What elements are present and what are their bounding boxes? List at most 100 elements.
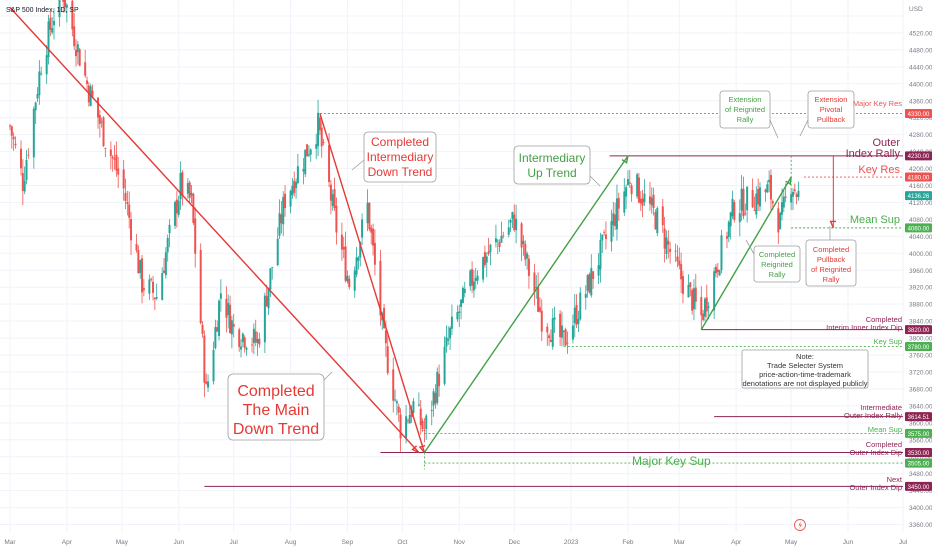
candle-body xyxy=(317,112,320,147)
candle-body xyxy=(535,286,538,288)
y-tick-label: 3880.00 xyxy=(909,302,932,309)
price-level-tag-text: 4136.26 xyxy=(908,194,930,200)
candle-body xyxy=(361,219,364,238)
candle-body xyxy=(252,328,255,344)
candle-body xyxy=(615,198,618,230)
candle-body xyxy=(406,420,409,422)
candle-body xyxy=(537,286,540,312)
candle-body xyxy=(399,414,402,439)
candle-body xyxy=(423,430,426,432)
candle-body xyxy=(458,311,461,313)
y-tick-label: 3520.00 xyxy=(909,454,932,461)
candle-body xyxy=(254,331,257,343)
x-tick-label: Dec xyxy=(508,539,520,546)
candle-body xyxy=(592,271,595,279)
candle-body xyxy=(540,310,543,332)
price-level-tag xyxy=(905,151,932,161)
candle-body xyxy=(47,21,50,58)
candle-body xyxy=(335,205,338,233)
candle-body xyxy=(353,270,356,291)
candle-body xyxy=(487,251,490,254)
price-level-tag-text: 3780.00 xyxy=(908,345,930,351)
callout-extension-reignited-rally: Extension of Reignited Rally xyxy=(719,90,779,139)
trend-line xyxy=(423,155,629,453)
candle-body xyxy=(152,281,155,293)
svg-text:Pullback: Pullback xyxy=(817,255,846,264)
candle-body xyxy=(412,401,415,414)
candle-body xyxy=(445,337,448,347)
candle-body xyxy=(20,148,23,169)
candle-body xyxy=(571,325,574,340)
arrow-head xyxy=(418,444,426,453)
svg-text:Rally: Rally xyxy=(737,115,754,124)
price-level-tag xyxy=(905,458,932,468)
candle-body xyxy=(186,183,189,194)
candle-body xyxy=(502,235,505,237)
candle-body xyxy=(122,169,125,189)
candle-body xyxy=(524,243,527,260)
x-tick-label: Jun xyxy=(843,539,854,546)
candle-body xyxy=(291,185,294,196)
lightning-icon[interactable] xyxy=(794,519,806,531)
label-mean-sup-upper: Mean Sup xyxy=(850,214,900,226)
price-level-tag-text: 3450.00 xyxy=(908,485,930,491)
label-intermediate-1: Intermediate xyxy=(860,403,902,412)
y-tick-label: 3680.00 xyxy=(909,386,932,393)
label-intermediate-2: Outer Index Rally xyxy=(844,411,902,420)
svg-text:Extension: Extension xyxy=(815,95,848,104)
candle-body xyxy=(148,279,151,294)
candle-body xyxy=(742,188,745,217)
candle-body xyxy=(753,210,756,211)
candle-body xyxy=(306,144,309,157)
candle-body xyxy=(203,335,206,383)
y-tick-label: 4480.00 xyxy=(909,47,932,54)
svg-text:Completed: Completed xyxy=(237,383,314,400)
candle-body xyxy=(626,178,629,185)
candle-body xyxy=(40,73,43,75)
candle-body xyxy=(597,265,600,276)
candle-body xyxy=(511,212,514,219)
y-tick-label: 4120.00 xyxy=(909,200,932,207)
candle-body xyxy=(86,80,89,84)
candle-body xyxy=(265,296,268,307)
candle-body xyxy=(296,166,299,184)
candle-body xyxy=(661,206,664,226)
price-axis[interactable]: 3360.00 3400.00 3440.00 3480.00 3520.00 3560.… xyxy=(905,30,932,529)
candle-body xyxy=(36,94,39,99)
candle-body xyxy=(472,281,475,291)
x-tick-label: Jun xyxy=(173,539,184,546)
candle-body xyxy=(713,271,716,311)
candle-body xyxy=(500,235,503,243)
candle-body xyxy=(419,408,422,426)
trend-lines xyxy=(9,7,837,470)
candle-body xyxy=(729,212,732,227)
candle-body xyxy=(731,198,734,217)
candle-body xyxy=(650,197,653,206)
candle-body xyxy=(498,242,501,247)
candle-body xyxy=(34,102,37,111)
candle-body xyxy=(447,338,450,341)
candle-body xyxy=(654,211,657,230)
candle-body xyxy=(293,180,296,193)
candle-body xyxy=(263,295,266,343)
y-tick-label: 3560.00 xyxy=(909,437,932,444)
candle-body xyxy=(394,399,397,401)
candle-body xyxy=(612,213,615,226)
price-level-tag-text: 3614.51 xyxy=(908,415,930,421)
y-tick-label: 3960.00 xyxy=(909,268,932,275)
candle-body xyxy=(513,214,516,231)
price-level-tag-text: 4180.00 xyxy=(908,175,930,181)
candle-body xyxy=(130,219,133,241)
candle-body xyxy=(240,346,243,350)
candle-body xyxy=(463,288,466,294)
candle-body xyxy=(579,292,582,320)
candle-body xyxy=(494,238,497,243)
time-axis[interactable]: Mar Apr May Jun Jul Aug Sep Oct Nov Dec 2023 Feb Mar… xyxy=(4,539,907,546)
candle-body xyxy=(278,213,281,236)
candle-body xyxy=(51,28,54,33)
candle-body xyxy=(373,242,376,265)
candle-body xyxy=(791,191,794,197)
candle-body xyxy=(109,149,112,156)
candle-body xyxy=(53,20,56,26)
